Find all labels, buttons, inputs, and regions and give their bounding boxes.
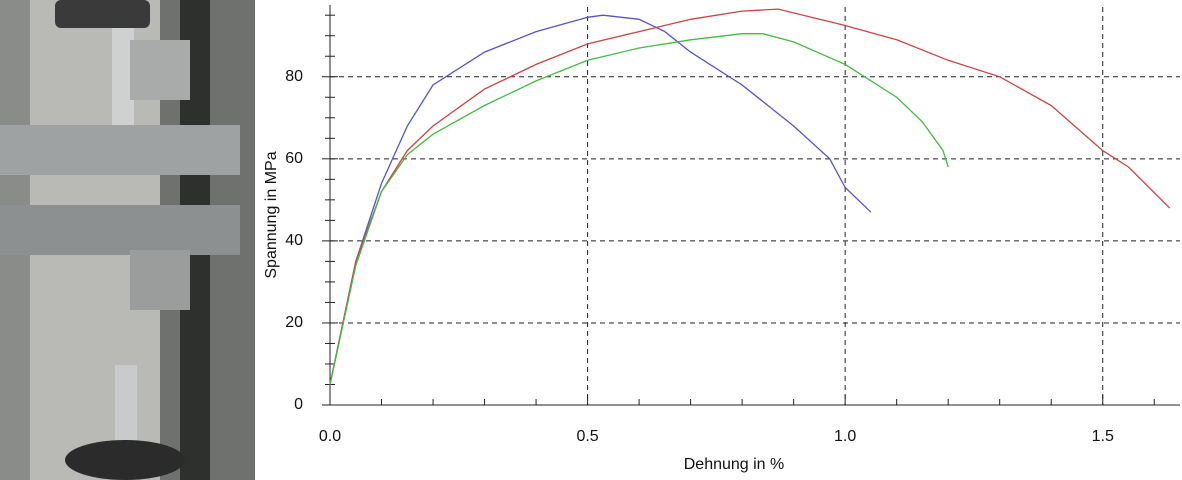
photo <box>0 0 255 480</box>
y-axis-label: Spannung in MPa <box>263 151 280 278</box>
page: {"chart_data": {"type": "line", "xlabel"… <box>0 0 1182 480</box>
y-tick-label: 80 <box>285 68 303 85</box>
x-tick-label: 0.5 <box>576 428 598 445</box>
chart: Dehnung in % Spannung in MPa 0.0 0.5 1.0 1.… <box>0 0 1182 480</box>
x-tick-label: 1.0 <box>834 428 856 445</box>
y-tick-label: 60 <box>285 150 303 167</box>
series-line <box>330 9 1170 384</box>
x-axis-label: Dehnung in % <box>684 456 785 473</box>
series-line <box>330 34 948 385</box>
y-tick-label: 20 <box>285 314 303 331</box>
series-line <box>330 15 871 384</box>
x-tick-label: 0.0 <box>319 428 341 445</box>
x-tick-label: 1.5 <box>1092 428 1114 445</box>
y-tick-label: 0 <box>294 396 303 413</box>
y-tick-label: 40 <box>285 232 303 249</box>
